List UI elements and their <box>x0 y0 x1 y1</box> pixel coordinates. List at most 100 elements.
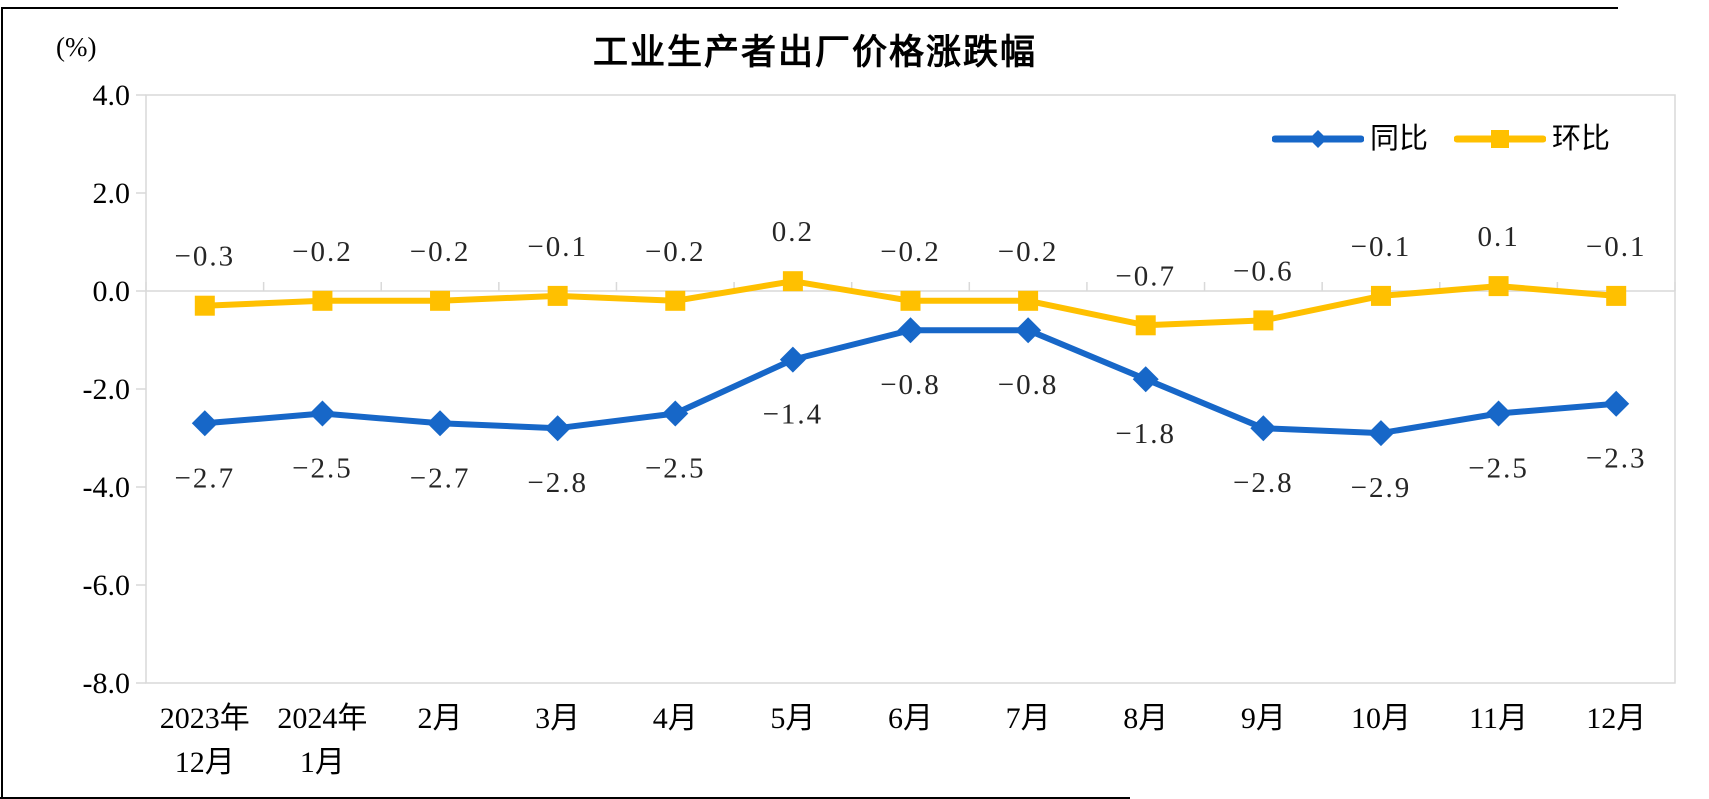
data-label-mom: −0.6 <box>1233 255 1294 287</box>
x-category-label-line: 7月 <box>1006 702 1051 735</box>
data-label-mom: 0.1 <box>1477 221 1519 253</box>
mom-square-marker-icon <box>194 295 215 316</box>
yoy-diamond-marker-icon <box>544 415 571 442</box>
frame-border-left <box>1 7 3 799</box>
yoy-diamond-marker-icon <box>662 400 689 427</box>
y-tick-label: 2.0 <box>93 177 131 210</box>
mom-line-marker-icon <box>1454 130 1547 148</box>
legend: 同比 环比 <box>1272 122 1610 156</box>
mom-square-marker-icon <box>1370 285 1391 306</box>
yoy-diamond-marker-icon <box>427 410 454 437</box>
mom-square-marker-icon <box>1135 315 1156 336</box>
x-category-label-line: 2024年 <box>277 702 367 735</box>
data-label-mom: −0.3 <box>175 241 236 273</box>
x-category-label: 8月 <box>1123 702 1168 735</box>
frame-border-bottom <box>0 797 1130 799</box>
mom-square-marker-icon <box>900 290 921 311</box>
yoy-diamond-marker-icon <box>1250 415 1277 442</box>
y-tick-label: -8.0 <box>83 667 131 700</box>
data-label-yoy: −2.5 <box>292 453 353 485</box>
y-axis-unit-label: (%) <box>56 32 97 62</box>
x-category-label: 6月 <box>888 702 933 735</box>
mom-square-marker-icon <box>782 271 803 292</box>
mom-square-marker-icon <box>1018 290 1039 311</box>
legend-item-yoy[interactable]: 同比 <box>1272 122 1428 156</box>
y-tick-label: -4.0 <box>83 471 131 504</box>
x-category-label-line: 8月 <box>1123 702 1168 735</box>
mom-square-marker-icon <box>547 285 568 306</box>
data-label-mom: −0.1 <box>1351 231 1412 263</box>
yoy-diamond-marker-icon <box>1603 390 1630 417</box>
mom-square-marker-icon <box>1488 276 1509 297</box>
x-category-label-line: 3月 <box>535 702 580 735</box>
mom-square-marker-icon <box>1606 285 1627 306</box>
chart-title: 工业生产者出厂价格涨跌幅 <box>592 33 1037 72</box>
y-tick-label: -6.0 <box>83 569 131 602</box>
data-label-yoy: −2.8 <box>527 467 588 499</box>
yoy-line-marker-icon <box>1272 130 1364 148</box>
data-label-mom: −0.2 <box>998 236 1059 268</box>
data-label-yoy: −1.8 <box>1115 418 1176 450</box>
data-label-mom: 0.2 <box>772 216 814 248</box>
x-category-label-line: 11月 <box>1469 702 1528 735</box>
mom-square-marker-icon <box>1253 310 1274 331</box>
data-label-yoy: −0.8 <box>880 369 941 401</box>
x-category-label-line: 12月 <box>1586 702 1646 735</box>
data-label-mom: −0.2 <box>645 236 706 268</box>
data-label-yoy: −0.8 <box>998 369 1059 401</box>
data-label-yoy: −2.9 <box>1351 472 1412 504</box>
y-tick-label: 4.0 <box>93 79 131 112</box>
x-category-label: 7月 <box>1006 702 1051 735</box>
x-category-label-line: 2月 <box>418 702 463 735</box>
mom-square-marker-icon <box>665 290 686 311</box>
data-label-mom: −0.1 <box>1586 231 1647 263</box>
y-tick-label: -2.0 <box>83 373 131 406</box>
yoy-diamond-marker-icon <box>191 410 218 437</box>
data-label-mom: −0.7 <box>1115 260 1176 292</box>
x-category-label: 3月 <box>535 702 580 735</box>
x-category-label-line: 10月 <box>1351 702 1411 735</box>
yoy-diamond-marker-icon <box>1015 317 1042 344</box>
data-label-mom: −0.1 <box>527 231 588 263</box>
yoy-diamond-marker-icon <box>309 400 336 427</box>
square-marker-icon <box>1491 130 1510 148</box>
x-category-label: 9月 <box>1241 702 1286 735</box>
data-label-mom: −0.2 <box>410 236 471 268</box>
legend-item-mom[interactable]: 环比 <box>1454 122 1610 156</box>
mom-square-marker-icon <box>430 290 451 311</box>
data-label-mom: −0.2 <box>880 236 941 268</box>
x-category-label-line: 1月 <box>300 746 345 779</box>
x-category-label: 10月 <box>1351 702 1411 735</box>
data-label-yoy: −2.3 <box>1586 443 1647 475</box>
y-tick-label: 0.0 <box>93 275 131 308</box>
yoy-diamond-marker-icon <box>1132 366 1159 393</box>
x-category-label: 12月 <box>1586 702 1646 735</box>
data-label-yoy: −2.5 <box>1468 453 1529 485</box>
data-label-yoy: −1.4 <box>763 399 824 431</box>
yoy-diamond-marker-icon <box>779 346 806 373</box>
x-category-label: 5月 <box>770 702 815 735</box>
diamond-marker-icon <box>1309 130 1327 148</box>
yoy-diamond-marker-icon <box>1485 400 1512 427</box>
legend-label-yoy: 同比 <box>1370 123 1429 155</box>
mom-square-marker-icon <box>312 290 333 311</box>
x-category-label-line: 6月 <box>888 702 933 735</box>
data-label-yoy: −2.7 <box>410 462 471 494</box>
x-category-label-line: 12月 <box>175 746 235 779</box>
x-category-label-line: 4月 <box>653 702 698 735</box>
data-label-mom: −0.2 <box>292 236 353 268</box>
x-category-label: 2月 <box>418 702 463 735</box>
x-category-label: 2023年 12月 <box>160 702 250 779</box>
x-category-label: 11月 <box>1469 702 1528 735</box>
yoy-diamond-marker-icon <box>897 317 924 344</box>
x-category-label-line: 9月 <box>1241 702 1286 735</box>
x-category-label: 4月 <box>653 702 698 735</box>
x-category-label: 2024年 1月 <box>277 702 367 779</box>
data-label-yoy: −2.8 <box>1233 467 1294 499</box>
x-category-label-line: 2023年 <box>160 702 250 735</box>
yoy-diamond-marker-icon <box>1367 420 1394 447</box>
data-label-yoy: −2.7 <box>175 462 236 494</box>
x-category-label-line: 5月 <box>770 702 815 735</box>
